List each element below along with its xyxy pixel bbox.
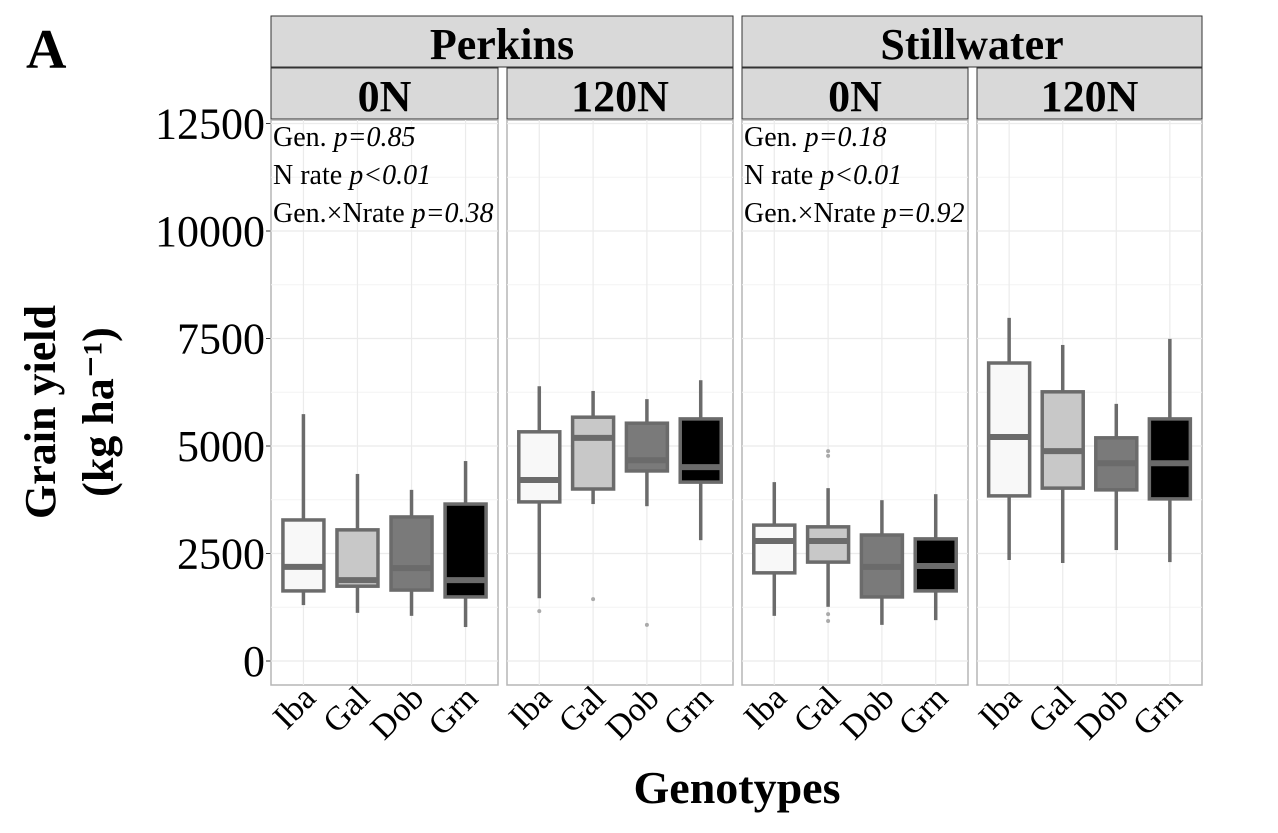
nrate-strip-label: 0N — [828, 72, 882, 121]
outlier-point — [591, 597, 596, 602]
outlier-point — [826, 449, 831, 454]
box-iba — [986, 361, 1032, 498]
box-dob — [624, 421, 670, 473]
box-dob — [389, 515, 434, 592]
y-tick-label: 5000 — [177, 422, 265, 471]
stat-label: Gen.×Nrate — [273, 198, 412, 229]
x-tick-label: Grn — [657, 679, 721, 743]
box-iba — [752, 523, 797, 575]
x-tick-label: Dob — [599, 679, 667, 747]
y-axis-title-line1: Grain yield — [16, 305, 65, 519]
outlier-point — [537, 609, 542, 614]
y-axis-title-line2: (kg ha⁻¹) — [74, 327, 123, 497]
x-tick-label: Grn — [422, 679, 486, 743]
stat-p-value: p=0.92 — [881, 198, 965, 229]
nrate-strip — [270, 67, 499, 120]
outlier-point — [826, 619, 831, 624]
stat-annotation: N rate p<0.01 — [273, 160, 431, 191]
x-tick-label: Gal — [552, 679, 613, 740]
box-iba — [517, 430, 562, 504]
location-strip — [741, 15, 1203, 68]
box-gal — [335, 528, 380, 588]
stat-p-value: p=0.85 — [332, 122, 416, 153]
nrate-strip-label: 120N — [1041, 72, 1139, 121]
x-tick-label: Gal — [1021, 679, 1082, 740]
box-grn — [1147, 417, 1193, 501]
x-tick-label: Iba — [502, 679, 559, 736]
box-gal — [570, 415, 616, 491]
x-tick-label: Gal — [787, 679, 848, 740]
stat-annotation: N rate p<0.01 — [744, 160, 902, 191]
x-tick-label: Iba — [972, 679, 1029, 736]
x-tick-label: Dob — [834, 679, 902, 747]
nrate-strip-label: 0N — [358, 72, 412, 121]
x-tick-label: Iba — [737, 679, 794, 736]
outlier-point — [644, 622, 649, 627]
x-tick-label: Gal — [316, 679, 377, 740]
stat-label: N rate — [744, 160, 820, 191]
stat-p-value: p=0.38 — [410, 198, 494, 229]
box-gal — [805, 525, 851, 564]
box-gal — [1040, 390, 1085, 490]
box-iba — [281, 518, 326, 593]
stat-annotation: Gen. p=0.18 — [744, 122, 887, 153]
y-axis-title: Grain yield (kg ha⁻¹) — [16, 305, 123, 519]
stat-annotation: Gen.×Nrate p=0.92 — [744, 198, 965, 229]
outlier-point — [826, 612, 831, 617]
x-axis-title: Genotypes — [634, 762, 841, 813]
location-strip-label: Stillwater — [880, 20, 1063, 69]
stat-p-value: p=0.18 — [803, 122, 887, 153]
nrate-strip — [506, 67, 734, 120]
stat-label: Gen.×Nrate — [744, 198, 883, 229]
stat-annotation: Gen.×Nrate p=0.38 — [273, 198, 494, 229]
box-grn — [678, 417, 723, 484]
y-tick-label: 10000 — [155, 207, 265, 256]
x-tick-label: Dob — [364, 679, 432, 747]
stat-annotation: Gen. p=0.85 — [273, 122, 416, 153]
x-tick-label: Grn — [1126, 679, 1190, 743]
location-strip — [270, 15, 734, 68]
y-tick-label: 2500 — [177, 530, 265, 579]
stat-label: Gen. — [744, 122, 805, 153]
x-tick-label: Iba — [266, 679, 323, 736]
stat-p-value: p<0.01 — [818, 160, 902, 191]
location-strip-label: Perkins — [430, 20, 574, 69]
nrate-strip — [741, 67, 969, 120]
x-tick-label: Dob — [1068, 679, 1136, 747]
panel-label: A — [26, 19, 67, 81]
nrate-strip-label: 120N — [571, 72, 669, 121]
nrate-strip — [976, 67, 1203, 120]
stat-label: N rate — [273, 160, 349, 191]
stat-label: Gen. — [273, 122, 334, 153]
y-tick-label: 7500 — [177, 315, 265, 364]
stat-p-value: p<0.01 — [347, 160, 431, 191]
x-tick-label: Grn — [892, 679, 956, 743]
panel-background — [506, 119, 734, 686]
outlier-point — [826, 453, 831, 458]
y-tick-label: 12500 — [155, 100, 265, 149]
y-tick-label: 0 — [243, 637, 265, 686]
